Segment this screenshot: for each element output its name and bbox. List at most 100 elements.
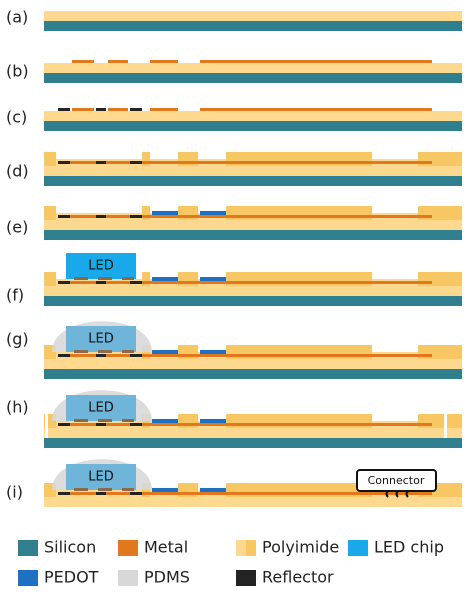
chip-pad — [74, 488, 88, 491]
reflector — [58, 108, 70, 111]
legend-label: Polyimide — [262, 538, 339, 557]
reflector — [130, 492, 142, 495]
legend-label: Silicon — [44, 538, 96, 557]
polyimide-layer — [44, 497, 462, 507]
polyimide-layer — [44, 359, 462, 369]
polyimide-block — [44, 206, 56, 220]
led-label: LED — [88, 332, 113, 347]
legend-label: LED chip — [374, 538, 444, 557]
metal — [68, 423, 432, 426]
polyimide-block — [44, 152, 56, 166]
legend-swatch — [118, 540, 138, 556]
silicon-layer — [44, 296, 462, 306]
legend-swatch — [246, 540, 256, 556]
legend-swatch — [18, 540, 38, 556]
cut — [444, 412, 447, 438]
step-label: (a) — [6, 8, 28, 27]
silicon-layer — [44, 176, 462, 186]
polyimide-layer — [44, 11, 462, 21]
pedot — [152, 211, 178, 215]
silicon-layer — [44, 21, 462, 31]
legend-swatch — [348, 540, 368, 556]
metal — [150, 108, 178, 111]
connector-box — [356, 469, 437, 492]
step-label: (e) — [6, 218, 28, 237]
led-chip — [66, 464, 136, 490]
reflector — [96, 423, 106, 426]
polyimide-block — [142, 152, 150, 166]
chip-pad — [122, 488, 134, 491]
legend-label: Metal — [144, 538, 188, 557]
silicon-layer — [44, 369, 462, 379]
connector-pin — [405, 490, 409, 498]
legend-label: PDMS — [144, 568, 190, 587]
led-chip — [66, 326, 136, 352]
chip-pad — [122, 350, 134, 353]
step-label: (g) — [6, 330, 29, 349]
step-label: (c) — [6, 108, 27, 127]
step-label: (d) — [6, 162, 29, 181]
connector-label: Connector — [368, 474, 425, 487]
polyimide-layer — [44, 166, 462, 176]
polyimide-block — [142, 272, 150, 286]
led-chip — [66, 395, 136, 421]
pedot — [200, 211, 226, 215]
led-label: LED — [88, 401, 113, 416]
pedot — [152, 419, 178, 423]
metal — [68, 354, 432, 357]
polyimide-layer — [44, 286, 462, 296]
chip-pad — [98, 419, 112, 422]
silicon-layer — [44, 230, 462, 240]
chip-pad — [98, 488, 112, 491]
pedot — [200, 488, 226, 492]
chip-pad — [74, 277, 88, 280]
reflector — [130, 215, 142, 218]
reflector — [130, 281, 142, 284]
step-label: (b) — [6, 62, 29, 81]
pedot — [200, 350, 226, 354]
connector-pin — [385, 490, 389, 498]
reflector — [130, 423, 142, 426]
polyimide-layer — [44, 220, 462, 230]
reflector — [58, 215, 70, 218]
metal — [72, 60, 94, 63]
chip-pad — [74, 419, 88, 422]
reflector — [58, 423, 70, 426]
reflector — [130, 354, 142, 357]
pedot — [152, 350, 178, 354]
reflector — [96, 354, 106, 357]
metal — [68, 281, 432, 284]
led-label: LED — [88, 259, 113, 274]
polyimide-layer — [44, 428, 462, 438]
led-chip — [66, 253, 136, 279]
reflector — [58, 354, 70, 357]
polyimide-layer — [44, 63, 462, 73]
legend-label: Reflector — [262, 568, 334, 587]
reflector — [130, 161, 142, 164]
reflector — [58, 492, 70, 495]
legend-swatch — [236, 570, 256, 586]
cut — [45, 412, 48, 438]
chip-pad — [98, 350, 112, 353]
reflector — [96, 108, 106, 111]
reflector — [96, 215, 106, 218]
metal — [108, 108, 128, 111]
metal — [68, 161, 432, 164]
chip-pad — [74, 350, 88, 353]
silicon-layer — [44, 73, 462, 83]
polyimide-block — [44, 272, 56, 286]
chip-pad — [98, 277, 112, 280]
metal — [68, 492, 432, 495]
pedot — [152, 277, 178, 281]
metal — [108, 60, 128, 63]
metal — [150, 60, 178, 63]
legend-swatch — [118, 570, 138, 586]
step-label: (i) — [6, 483, 23, 502]
pedot — [152, 488, 178, 492]
legend-swatch — [236, 540, 246, 556]
metal — [68, 215, 432, 218]
step-label: (h) — [6, 398, 29, 417]
pedot — [200, 419, 226, 423]
legend-swatch — [18, 570, 38, 586]
